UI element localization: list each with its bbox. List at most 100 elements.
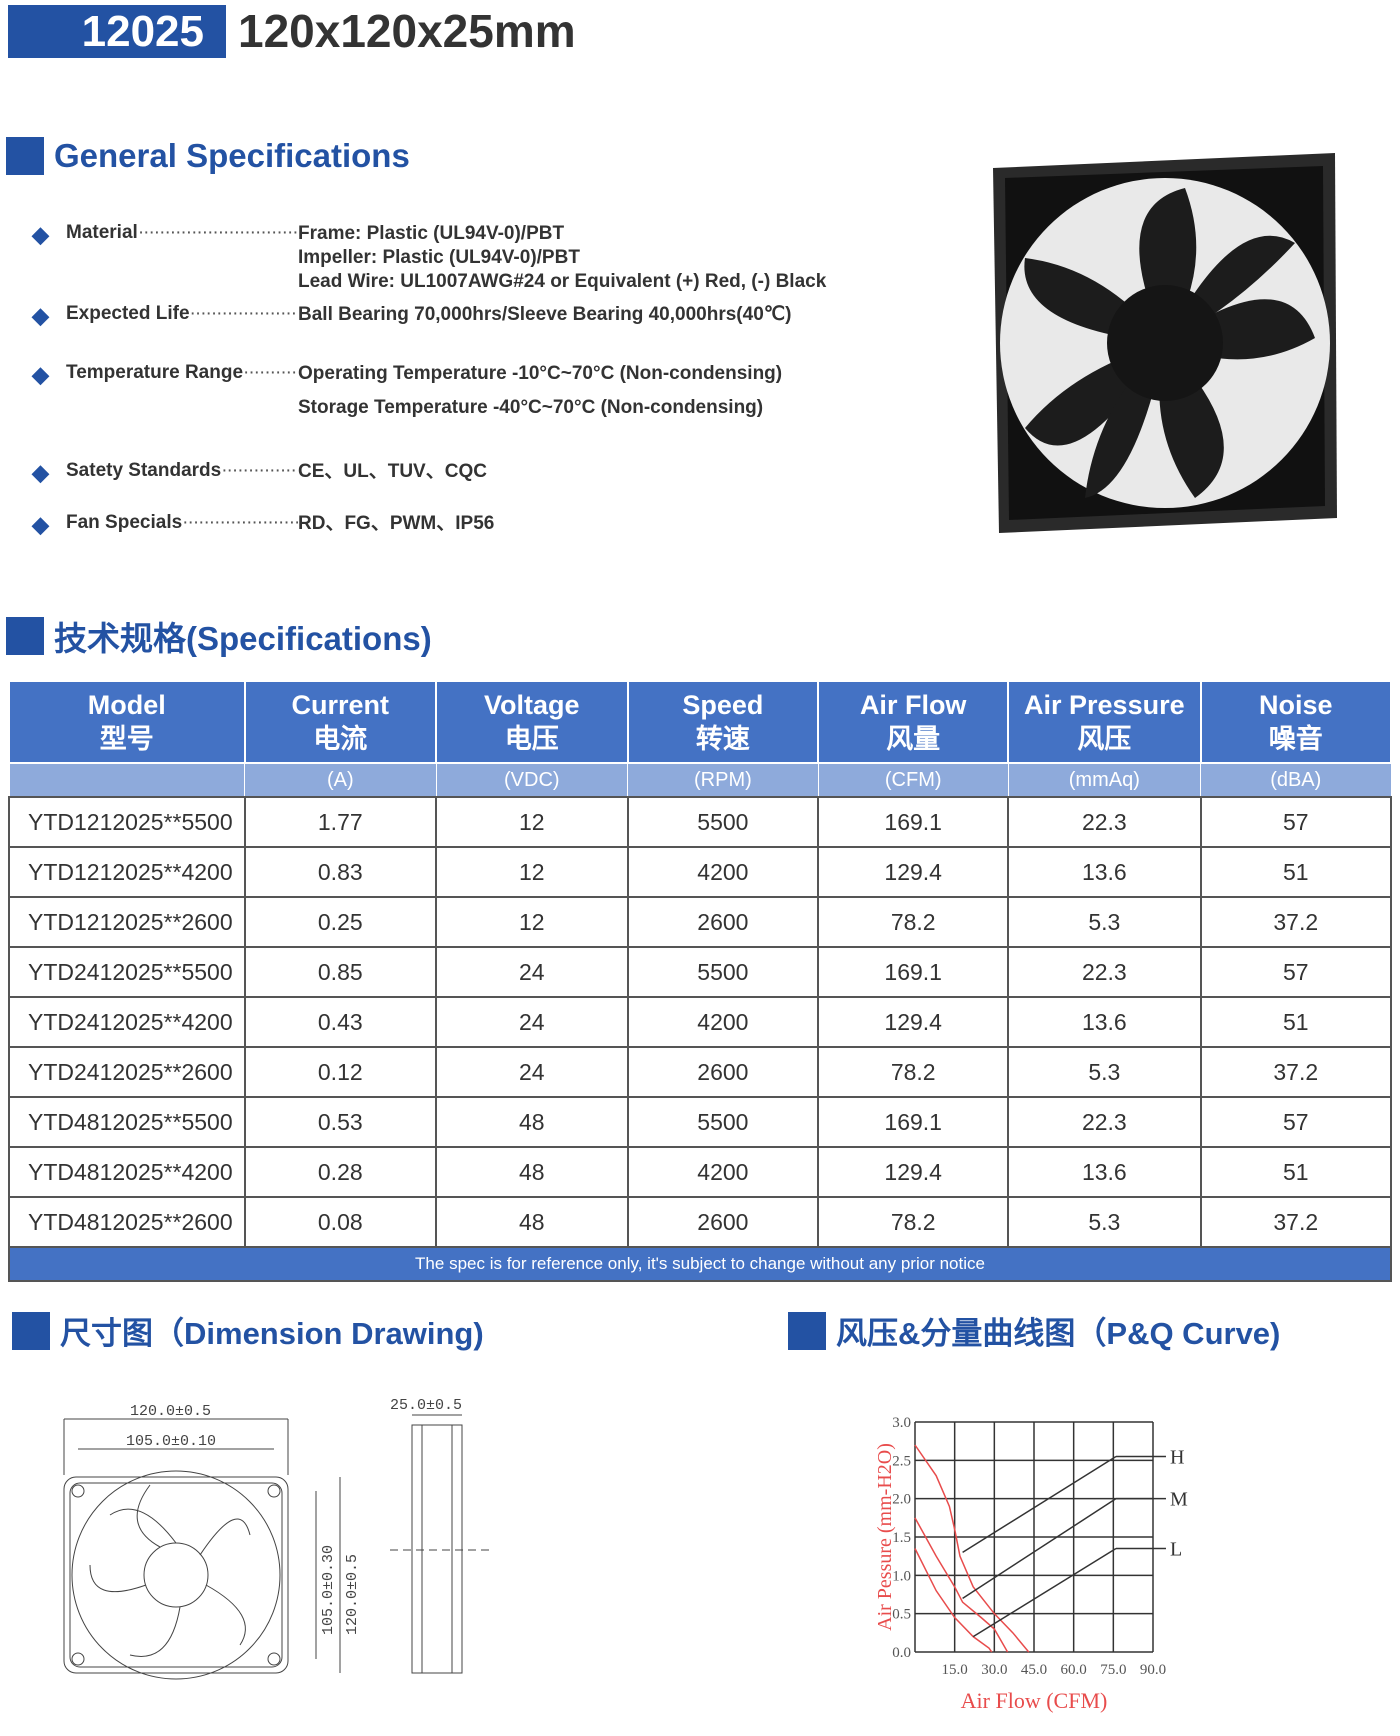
spec-value: Ball Bearing 70,000hrs/Sleeve Bearing 40… (298, 304, 792, 325)
series-label-H: H (1170, 1447, 1184, 1469)
heading-text: General Specifications (54, 137, 410, 174)
value-cell: 57 (1199, 796, 1393, 848)
spec-item: ◆ Expected LifeBall Bearing 70,000hrs/Sle… (32, 303, 791, 329)
dim-height-outer: 120.0±0.5 (344, 1554, 361, 1635)
spec-label: Material (66, 222, 298, 294)
pointer-line-H (962, 1455, 1117, 1553)
value-cell: 0.43 (243, 996, 438, 1048)
column-header: Noise 噪音 (1199, 680, 1393, 764)
x-tick-label: 75.0 (1100, 1662, 1126, 1678)
value-cell: 12 (435, 896, 629, 948)
table-row: YTD2412025**4200 0.43 24 4200 129.4 13.6 51 (8, 996, 1393, 1048)
model-cell: YTD2412025**5500 (8, 946, 246, 998)
value-cell: 12 (435, 846, 629, 898)
diamond-bullet-icon: ◆ (32, 303, 49, 328)
table-row: YTD1212025**5500 1.77 12 5500 169.1 22.3 57 (8, 796, 1393, 848)
value-cell: 5500 (626, 1096, 820, 1148)
column-header: Model 型号 (8, 680, 246, 764)
x-tick-label: 30.0 (981, 1662, 1007, 1678)
series-label-M: M (1170, 1489, 1188, 1511)
value-cell: 5500 (626, 946, 820, 998)
unit-cell: (RPM) (627, 762, 819, 798)
value-cell: 24 (435, 996, 629, 1048)
curve-M (914, 1517, 1009, 1653)
unit-cell: (dBA) (1200, 762, 1392, 798)
pointer-line-L (972, 1547, 1117, 1638)
fan-product-image (993, 153, 1337, 533)
column-header: Speed 转速 (626, 680, 820, 764)
x-tick-label: 90.0 (1140, 1662, 1166, 1678)
heading-square-icon (6, 137, 44, 175)
value-cell: 57 (1199, 946, 1393, 998)
x-tick-label: 45.0 (1021, 1662, 1047, 1678)
value-cell: 5.3 (1007, 896, 1202, 948)
spec-item: ◆ MaterialFrame: Plastic (UL94V-0)/PBT Imp… (32, 222, 826, 294)
value-cell: 5.3 (1007, 1046, 1202, 1098)
pointer-line-M (962, 1498, 1117, 1599)
value-cell: 24 (435, 946, 629, 998)
x-axis-label: Air Flow (CFM) (961, 1688, 1108, 1713)
value-cell: 2600 (626, 1046, 820, 1098)
pq-curve-chart: 15.0 30.0 45.0 60.0 75.0 90.0 0.0 0.5 1.0 1.5 2.0 2… (874, 1415, 1188, 1713)
heading-text: 技术规格(Specifications) (54, 620, 432, 657)
model-cell: YTD4812025**2600 (8, 1196, 246, 1248)
spec-label: Satety Standards (66, 460, 298, 486)
y-tick-label: 1.0 (892, 1568, 911, 1584)
y-tick-label: 0.5 (892, 1607, 911, 1623)
value-cell: 169.1 (817, 946, 1010, 998)
y-tick-label: 1.5 (892, 1530, 911, 1546)
table-row: YTD4812025**4200 0.28 48 4200 129.4 13.6 51 (8, 1146, 1393, 1198)
value-cell: 78.2 (817, 1046, 1010, 1098)
value-cell: 169.1 (817, 796, 1010, 848)
y-tick-label: 2.5 (892, 1453, 911, 1469)
heading-square-icon (6, 617, 44, 655)
value-cell: 48 (435, 1196, 629, 1248)
model-cell: YTD4812025**4200 (8, 1146, 246, 1198)
spec-label: Fan Specials (66, 512, 298, 538)
table-row: YTD1212025**4200 0.83 12 4200 129.4 13.6 51 (8, 846, 1393, 898)
value-cell: 37.2 (1199, 896, 1393, 948)
model-badge: 12025 (8, 5, 226, 58)
y-tick-label: 2.0 (892, 1492, 911, 1508)
y-tick-label: 0.0 (892, 1645, 911, 1661)
diamond-bullet-icon: ◆ (32, 512, 49, 537)
value-cell: 57 (1199, 1096, 1393, 1148)
size-title: 120x120x25mm (238, 5, 576, 57)
spec-value: CE、UL、TUV、CQC (298, 461, 487, 482)
table-row: YTD1212025**2600 0.25 12 2600 78.2 5.3 37.2 (8, 896, 1393, 948)
dim-depth: 25.0±0.5 (390, 1397, 462, 1414)
value-cell: 129.4 (817, 996, 1010, 1048)
value-cell: 13.6 (1007, 1146, 1202, 1198)
value-cell: 0.83 (243, 846, 438, 898)
y-axis-label: Air Pessure (mm-H2O) (874, 1443, 896, 1631)
value-cell: 169.1 (817, 1096, 1010, 1148)
value-cell: 129.4 (817, 846, 1010, 898)
model-cell: YTD1212025**4200 (8, 846, 246, 898)
value-cell: 22.3 (1007, 796, 1202, 848)
diamond-bullet-icon: ◆ (32, 222, 49, 247)
heading-text: 风压&分量曲线图（P&Q Curve) (836, 1316, 1281, 1351)
general-spec-heading: General Specifications (6, 137, 410, 175)
curve-H (914, 1444, 1030, 1653)
value-cell: 5.3 (1007, 1196, 1202, 1248)
value-cell: 0.53 (243, 1096, 438, 1148)
column-header: Air Flow 风量 (817, 680, 1010, 764)
series-label-L: L (1170, 1539, 1182, 1561)
value-cell: 51 (1199, 996, 1393, 1048)
pq-heading: 风压&分量曲线图（P&Q Curve) (788, 1308, 1280, 1353)
value-cell: 4200 (626, 1146, 820, 1198)
spec-label: Temperature Range (66, 362, 298, 420)
table-row: YTD2412025**5500 0.85 24 5500 169.1 22.3 57 (8, 946, 1393, 998)
value-cell: 78.2 (817, 896, 1010, 948)
value-cell: 24 (435, 1046, 629, 1098)
value-cell: 37.2 (1199, 1046, 1393, 1098)
value-cell: 22.3 (1007, 1096, 1202, 1148)
diamond-bullet-icon: ◆ (32, 362, 49, 387)
dimension-heading: 尺寸图（Dimension Drawing) (12, 1308, 484, 1353)
spec-value: Lead Wire: UL1007AWG#24 or Equivalent (+… (298, 271, 827, 292)
model-cell: YTD1212025**5500 (8, 796, 246, 848)
value-cell: 4200 (626, 996, 820, 1048)
heading-text: 尺寸图（Dimension Drawing) (60, 1316, 484, 1351)
value-cell: 22.3 (1007, 946, 1202, 998)
value-cell: 2600 (626, 896, 820, 948)
